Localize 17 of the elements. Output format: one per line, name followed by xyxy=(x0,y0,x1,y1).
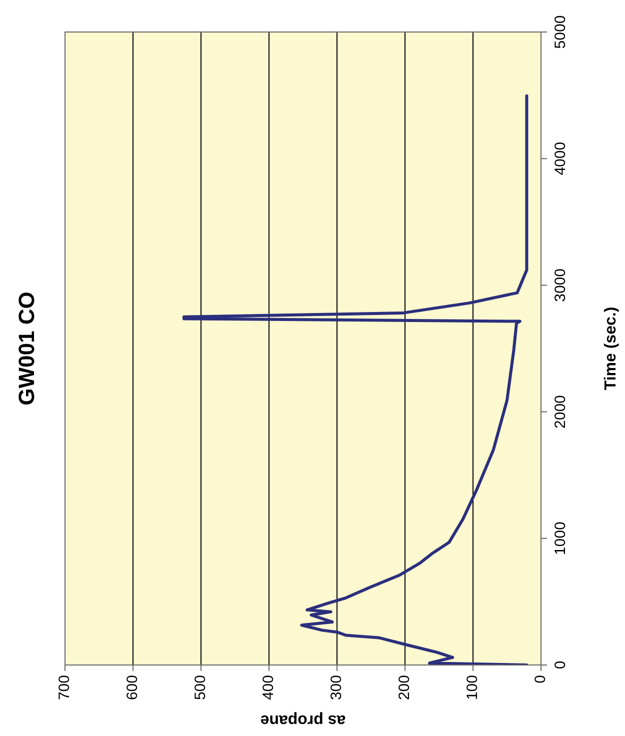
x-tick-label: 100 xyxy=(464,675,482,700)
y-tick-label: 2000 xyxy=(552,395,570,428)
x-axis-title: as propane xyxy=(260,712,346,729)
x-tick-label: 200 xyxy=(396,675,414,700)
x-tick-label: 500 xyxy=(192,675,210,700)
x-tick-label: 300 xyxy=(328,675,346,700)
y-tick-label: 4000 xyxy=(552,142,570,176)
x-tick-label: 400 xyxy=(260,675,278,700)
x-tick-label: 600 xyxy=(124,675,142,700)
y-tick-label: 0 xyxy=(552,660,570,670)
y-tick-label: 3000 xyxy=(552,268,570,302)
x-tick-label: 700 xyxy=(56,675,74,700)
y-axis-title: Time (sec.) xyxy=(602,306,620,390)
x-tick-label: 0 xyxy=(532,675,550,684)
text: GW001 CO xyxy=(14,292,40,406)
y-tick-label: 5000 xyxy=(552,15,570,49)
y-tick-label: 1000 xyxy=(552,522,570,556)
